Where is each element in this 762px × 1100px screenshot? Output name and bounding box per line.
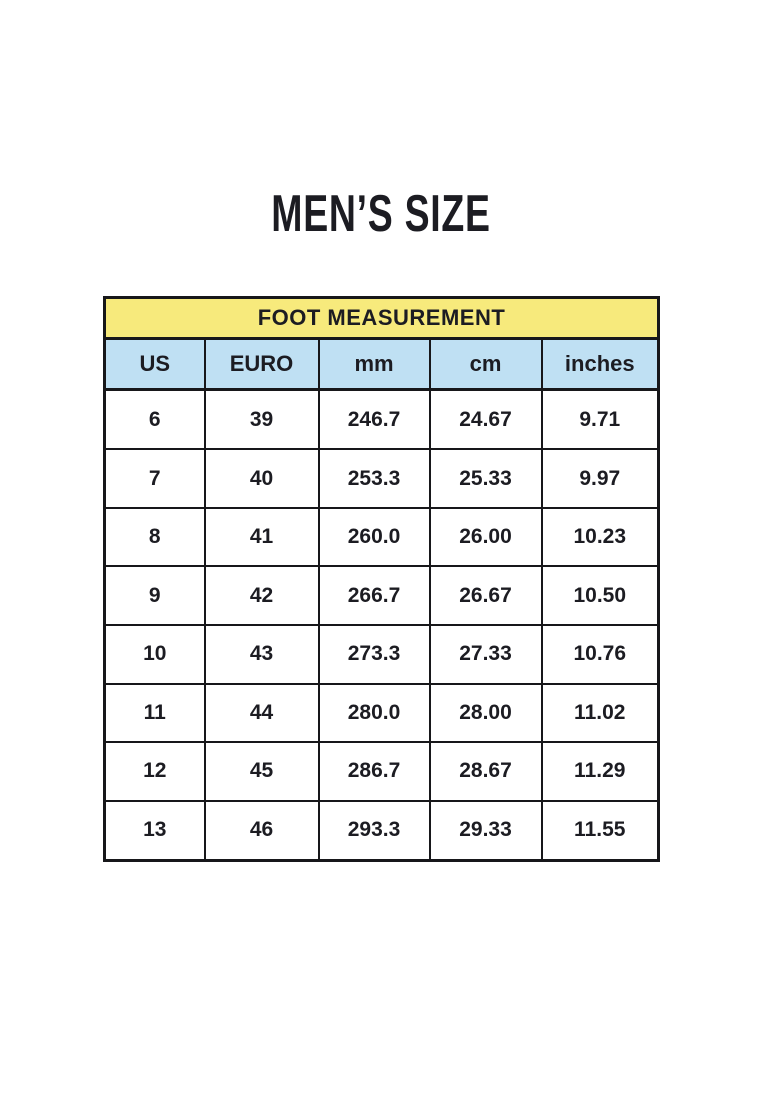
- column-header-inches: inches: [540, 337, 660, 391]
- table-cell: 12: [103, 741, 206, 802]
- table-cell: 260.0: [317, 506, 431, 568]
- table-cell: 41: [203, 506, 320, 568]
- table-cell: 43: [203, 623, 320, 685]
- table-cell: 7: [103, 448, 206, 509]
- table-row: 12 45 286.7 28.67 11.29: [103, 741, 660, 802]
- table-row: 9 42 266.7 26.67 10.50: [103, 565, 660, 626]
- table-cell: 10.50: [540, 565, 660, 626]
- table-cell: 24.67: [428, 388, 543, 451]
- column-header-row: US EURO mm cm inches: [103, 337, 660, 391]
- table-cell: 42: [203, 565, 320, 626]
- table-cell: 10.23: [540, 506, 660, 568]
- table-cell: 6: [103, 388, 206, 451]
- table-row: 13 46 293.3 29.33 11.55: [103, 799, 660, 862]
- size-table-body: 6 39 246.7 24.67 9.71 7 40 253.3 25.33 9.97 8 41 260…: [103, 388, 660, 862]
- table-row: 10 43 273.3 27.33 10.76: [103, 623, 660, 685]
- table-cell: 253.3: [317, 448, 431, 509]
- table-cell: 293.3: [317, 799, 431, 862]
- column-header-us: US: [103, 337, 206, 391]
- table-cell: 11.02: [540, 682, 660, 744]
- table-cell: 28.67: [428, 741, 543, 802]
- table-cell: 273.3: [317, 623, 431, 685]
- table-cell: 9.97: [540, 448, 660, 509]
- table-cell: 11.29: [540, 741, 660, 802]
- page-title: MEN’S SIZE: [271, 185, 491, 243]
- table-row: 6 39 246.7 24.67 9.71: [103, 388, 660, 451]
- table-cell: 286.7: [317, 741, 431, 802]
- table-cell: 9: [103, 565, 206, 626]
- size-chart-table: FOOT MEASUREMENT US EURO mm cm inches 6 39 246…: [103, 296, 661, 862]
- table-cell: 266.7: [317, 565, 431, 626]
- table-cell: 11.55: [540, 799, 660, 862]
- table-cell: 40: [203, 448, 320, 509]
- table-cell: 9.71: [540, 388, 660, 451]
- table-cell: 280.0: [317, 682, 431, 744]
- table-cell: 8: [103, 506, 206, 568]
- section-header: FOOT MEASUREMENT: [103, 296, 660, 340]
- section-header-row: FOOT MEASUREMENT: [103, 296, 660, 340]
- table-cell: 28.00: [428, 682, 543, 744]
- table-cell: 10: [103, 623, 206, 685]
- table-cell: 45: [203, 741, 320, 802]
- table-cell: 11: [103, 682, 206, 744]
- table-cell: 25.33: [428, 448, 543, 509]
- table-cell: 27.33: [428, 623, 543, 685]
- table-row: 7 40 253.3 25.33 9.97: [103, 448, 660, 509]
- table-row: 8 41 260.0 26.00 10.23: [103, 506, 660, 568]
- table-cell: 26.67: [428, 565, 543, 626]
- table-cell: 46: [203, 799, 320, 862]
- table-cell: 26.00: [428, 506, 543, 568]
- table-cell: 13: [103, 799, 206, 862]
- column-header-cm: cm: [428, 337, 543, 391]
- column-header-mm: mm: [317, 337, 431, 391]
- table-cell: 39: [203, 388, 320, 451]
- table-cell: 246.7: [317, 388, 431, 451]
- table-cell: 10.76: [540, 623, 660, 685]
- column-header-euro: EURO: [203, 337, 320, 391]
- table-row: 11 44 280.0 28.00 11.02: [103, 682, 660, 744]
- table-cell: 44: [203, 682, 320, 744]
- table-cell: 29.33: [428, 799, 543, 862]
